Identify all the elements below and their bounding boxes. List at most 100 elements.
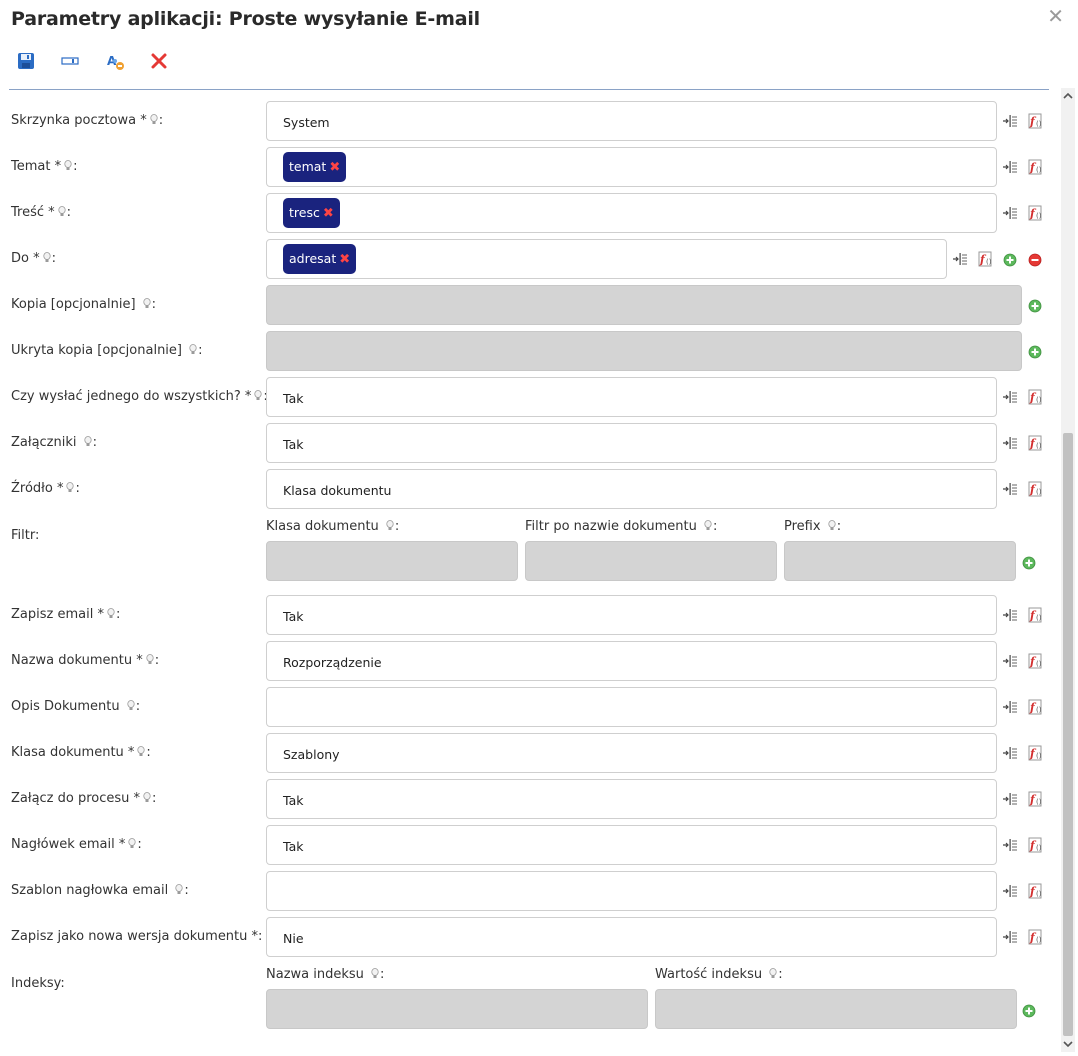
- hint-bulb-icon[interactable]: [128, 838, 136, 849]
- field-input[interactable]: Nie: [266, 917, 997, 957]
- filter-input[interactable]: [266, 541, 518, 581]
- field-input[interactable]: Rozporządzenie: [266, 641, 997, 681]
- field-input[interactable]: [266, 285, 1022, 325]
- remove-icon[interactable]: [1028, 252, 1046, 270]
- hint-bulb-icon[interactable]: [64, 160, 72, 171]
- token-chip[interactable]: tresc ✖: [283, 198, 340, 228]
- token-chip[interactable]: adresat ✖: [283, 244, 357, 274]
- field-input[interactable]: temat ✖: [266, 147, 997, 187]
- add-icon[interactable]: [1028, 298, 1046, 316]
- hint-bulb-icon[interactable]: [66, 482, 75, 493]
- hint-bulb-icon[interactable]: [386, 520, 394, 531]
- insert-variable-icon[interactable]: [1001, 652, 1019, 670]
- insert-variable-icon[interactable]: [951, 250, 969, 268]
- hint-bulb-icon[interactable]: [84, 436, 92, 447]
- insert-variable-icon[interactable]: [1001, 606, 1019, 624]
- cancel-icon[interactable]: [150, 52, 174, 76]
- field-label: Treść *:: [11, 205, 72, 220]
- scroll-down-icon[interactable]: [1061, 1036, 1075, 1052]
- insert-variable-icon[interactable]: [1001, 928, 1019, 946]
- field-input[interactable]: [266, 871, 997, 911]
- field-input[interactable]: Szablony: [266, 733, 997, 773]
- add-icon[interactable]: [1028, 344, 1046, 362]
- filter-input[interactable]: [525, 541, 777, 581]
- remove-token-icon[interactable]: ✖: [329, 160, 341, 175]
- hint-bulb-icon[interactable]: [43, 252, 51, 263]
- field-input[interactable]: Tak: [266, 595, 997, 635]
- add-icon[interactable]: [1022, 1003, 1040, 1021]
- function-icon[interactable]: f(): [1026, 698, 1044, 716]
- insert-variable-icon[interactable]: [1001, 388, 1019, 406]
- hint-bulb-icon[interactable]: [704, 520, 712, 531]
- hint-bulb-icon[interactable]: [146, 654, 154, 665]
- add-icon[interactable]: [1003, 252, 1021, 270]
- hint-bulb-icon[interactable]: [189, 344, 197, 355]
- field-input[interactable]: Tak: [266, 779, 997, 819]
- insert-variable-icon[interactable]: [1001, 112, 1019, 130]
- field-input[interactable]: Klasa dokumentu: [266, 469, 997, 509]
- insert-variable-icon[interactable]: [1001, 744, 1019, 762]
- function-icon[interactable]: f(): [1026, 388, 1044, 406]
- field-input[interactable]: [266, 687, 997, 727]
- field-icon[interactable]: [61, 52, 85, 76]
- field-input[interactable]: [266, 331, 1022, 371]
- index-input[interactable]: [655, 989, 1017, 1029]
- hint-bulb-icon[interactable]: [143, 792, 151, 803]
- hint-bulb-icon[interactable]: [127, 700, 135, 711]
- function-icon[interactable]: f(): [1026, 606, 1044, 624]
- field-input[interactable]: System: [266, 101, 997, 141]
- remove-token-icon[interactable]: ✖: [322, 206, 334, 221]
- field-label-text: Nagłówek email *: [11, 837, 126, 852]
- insert-variable-icon[interactable]: [1001, 698, 1019, 716]
- hint-bulb-icon[interactable]: [58, 206, 66, 217]
- hint-bulb-icon[interactable]: [143, 298, 151, 309]
- hint-bulb-icon[interactable]: [175, 884, 183, 895]
- function-icon[interactable]: f(): [976, 250, 994, 268]
- close-icon[interactable]: ✕: [1047, 4, 1064, 28]
- field-label-text: Załącz do procesu *: [11, 791, 141, 806]
- insert-variable-icon[interactable]: [1001, 836, 1019, 854]
- scrollbar[interactable]: [1061, 88, 1075, 1052]
- function-icon[interactable]: f(): [1026, 480, 1044, 498]
- function-icon[interactable]: f(): [1026, 744, 1044, 762]
- insert-variable-icon[interactable]: [1001, 434, 1019, 452]
- insert-variable-icon[interactable]: [1001, 790, 1019, 808]
- field-input[interactable]: Tak: [266, 377, 997, 417]
- add-icon[interactable]: [1022, 555, 1040, 573]
- function-icon[interactable]: f(): [1026, 158, 1044, 176]
- hint-bulb-icon[interactable]: [371, 968, 379, 979]
- function-icon[interactable]: f(): [1026, 790, 1044, 808]
- hint-bulb-icon[interactable]: [150, 114, 158, 125]
- function-icon[interactable]: f(): [1026, 836, 1044, 854]
- field-input[interactable]: tresc ✖: [266, 193, 997, 233]
- hint-bulb-icon[interactable]: [769, 968, 777, 979]
- function-icon[interactable]: f(): [1026, 204, 1044, 222]
- hint-bulb-icon[interactable]: [137, 746, 146, 757]
- function-icon[interactable]: f(): [1026, 652, 1044, 670]
- settings-refresh-icon[interactable]: A: [106, 52, 130, 76]
- insert-variable-icon[interactable]: [1001, 158, 1019, 176]
- scrollbar-thumb[interactable]: [1063, 433, 1073, 1036]
- scroll-up-icon[interactable]: [1061, 88, 1075, 104]
- function-icon[interactable]: f(): [1026, 882, 1044, 900]
- hint-bulb-icon[interactable]: [254, 390, 263, 401]
- token-chip[interactable]: temat ✖: [283, 152, 347, 182]
- field-label-text: Nazwa indeksu: [266, 967, 369, 982]
- insert-variable-icon[interactable]: [1001, 882, 1019, 900]
- filter-input[interactable]: [784, 541, 1016, 581]
- insert-variable-icon[interactable]: [1001, 480, 1019, 498]
- hint-bulb-icon[interactable]: [828, 520, 836, 531]
- save-icon[interactable]: [17, 52, 41, 76]
- hint-bulb-icon[interactable]: [107, 608, 115, 619]
- insert-variable-icon[interactable]: [1001, 204, 1019, 222]
- field-input[interactable]: adresat ✖: [266, 239, 947, 279]
- index-input[interactable]: [266, 989, 648, 1029]
- field-label: Do *:: [11, 251, 56, 266]
- remove-token-icon[interactable]: ✖: [339, 252, 351, 267]
- field-input[interactable]: Tak: [266, 825, 997, 865]
- function-icon[interactable]: f(): [1026, 928, 1044, 946]
- function-icon[interactable]: f(): [1026, 434, 1044, 452]
- field-value: Tak: [283, 391, 304, 406]
- function-icon[interactable]: f(): [1026, 112, 1044, 130]
- field-input[interactable]: Tak: [266, 423, 997, 463]
